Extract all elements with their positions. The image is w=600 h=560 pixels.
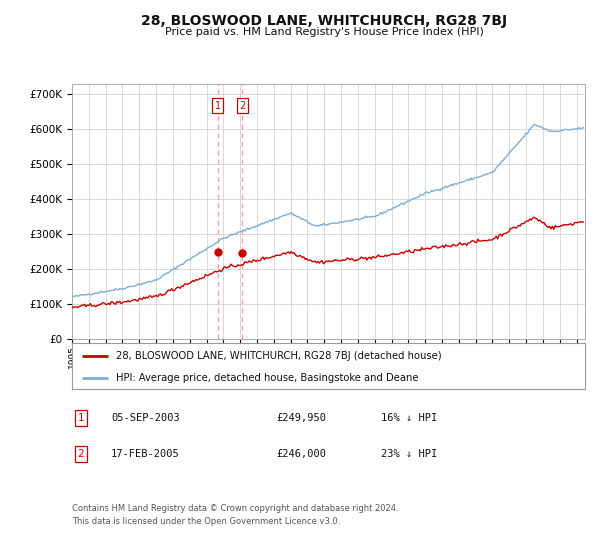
- Text: 1: 1: [77, 413, 85, 423]
- Text: HPI: Average price, detached house, Basingstoke and Deane: HPI: Average price, detached house, Basi…: [116, 373, 418, 382]
- Text: 2: 2: [239, 101, 245, 111]
- Text: £249,950: £249,950: [276, 413, 326, 423]
- Text: Price paid vs. HM Land Registry's House Price Index (HPI): Price paid vs. HM Land Registry's House …: [164, 27, 484, 37]
- Text: 16% ↓ HPI: 16% ↓ HPI: [381, 413, 437, 423]
- Text: 28, BLOSWOOD LANE, WHITCHURCH, RG28 7BJ (detached house): 28, BLOSWOOD LANE, WHITCHURCH, RG28 7BJ …: [116, 351, 441, 361]
- Text: 28, BLOSWOOD LANE, WHITCHURCH, RG28 7BJ: 28, BLOSWOOD LANE, WHITCHURCH, RG28 7BJ: [141, 14, 507, 28]
- Text: £246,000: £246,000: [276, 449, 326, 459]
- Text: 23% ↓ HPI: 23% ↓ HPI: [381, 449, 437, 459]
- Text: 17-FEB-2005: 17-FEB-2005: [111, 449, 180, 459]
- Text: 1: 1: [215, 101, 221, 111]
- Text: 2: 2: [77, 449, 85, 459]
- Text: Contains HM Land Registry data © Crown copyright and database right 2024.
This d: Contains HM Land Registry data © Crown c…: [72, 504, 398, 525]
- Text: 05-SEP-2003: 05-SEP-2003: [111, 413, 180, 423]
